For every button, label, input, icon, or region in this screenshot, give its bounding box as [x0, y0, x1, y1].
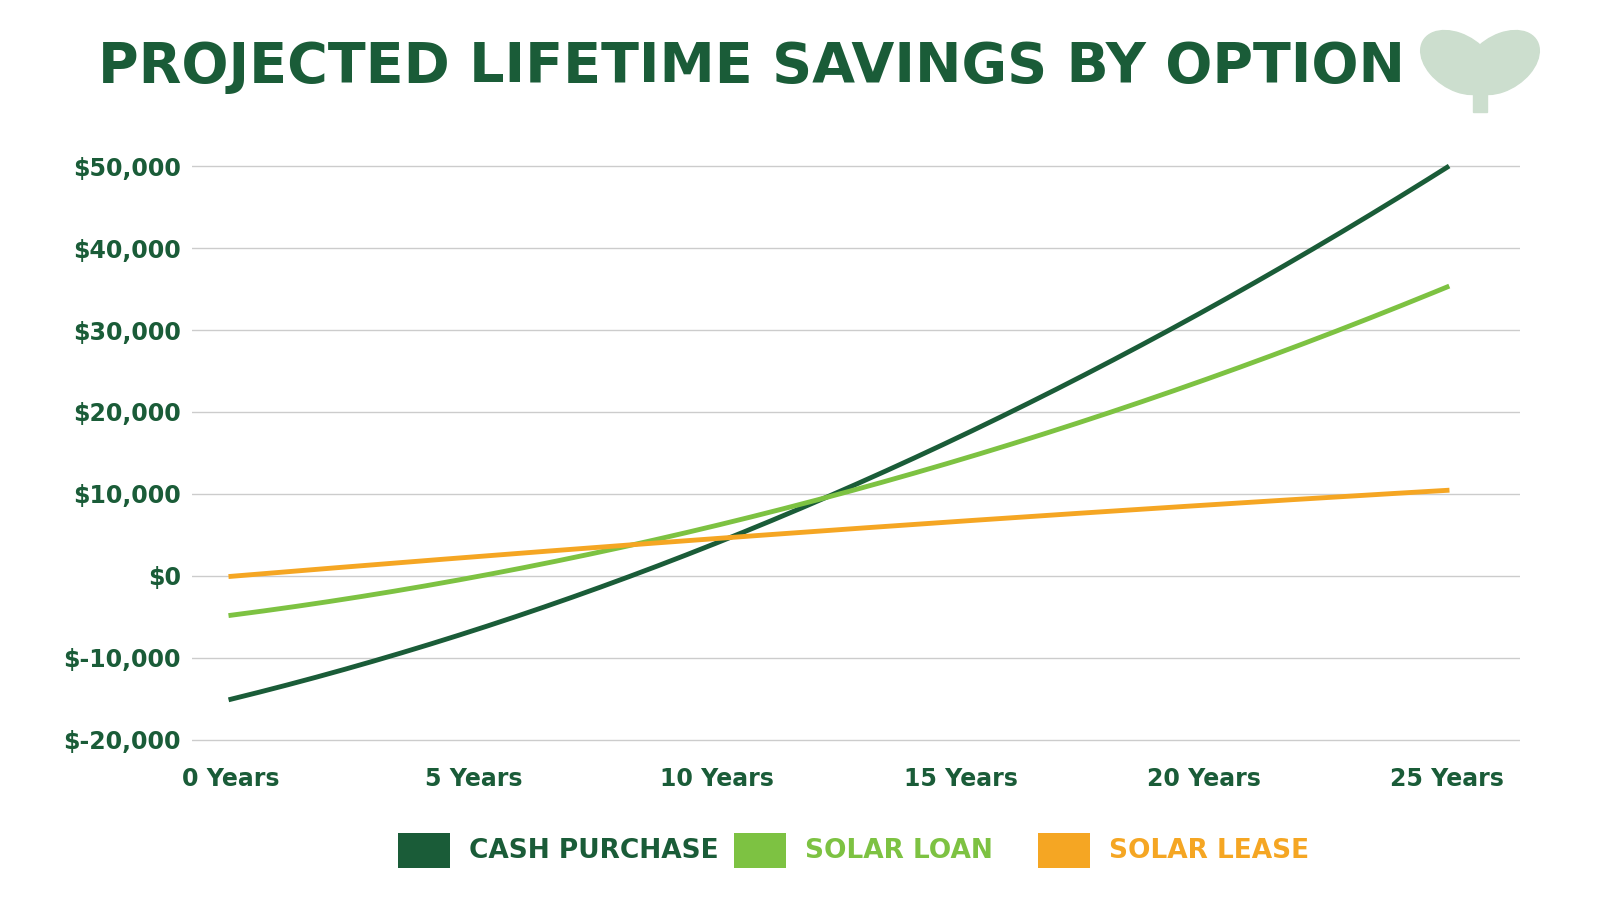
Text: SOLAR LEASE: SOLAR LEASE [1109, 838, 1309, 863]
Ellipse shape [1421, 31, 1496, 94]
Ellipse shape [1464, 31, 1539, 94]
Text: SOLAR LOAN: SOLAR LOAN [805, 838, 992, 863]
Text: PROJECTED LIFETIME SAVINGS BY OPTION: PROJECTED LIFETIME SAVINGS BY OPTION [99, 40, 1405, 94]
Bar [1472, 77, 1488, 112]
Text: CASH PURCHASE: CASH PURCHASE [469, 838, 718, 863]
